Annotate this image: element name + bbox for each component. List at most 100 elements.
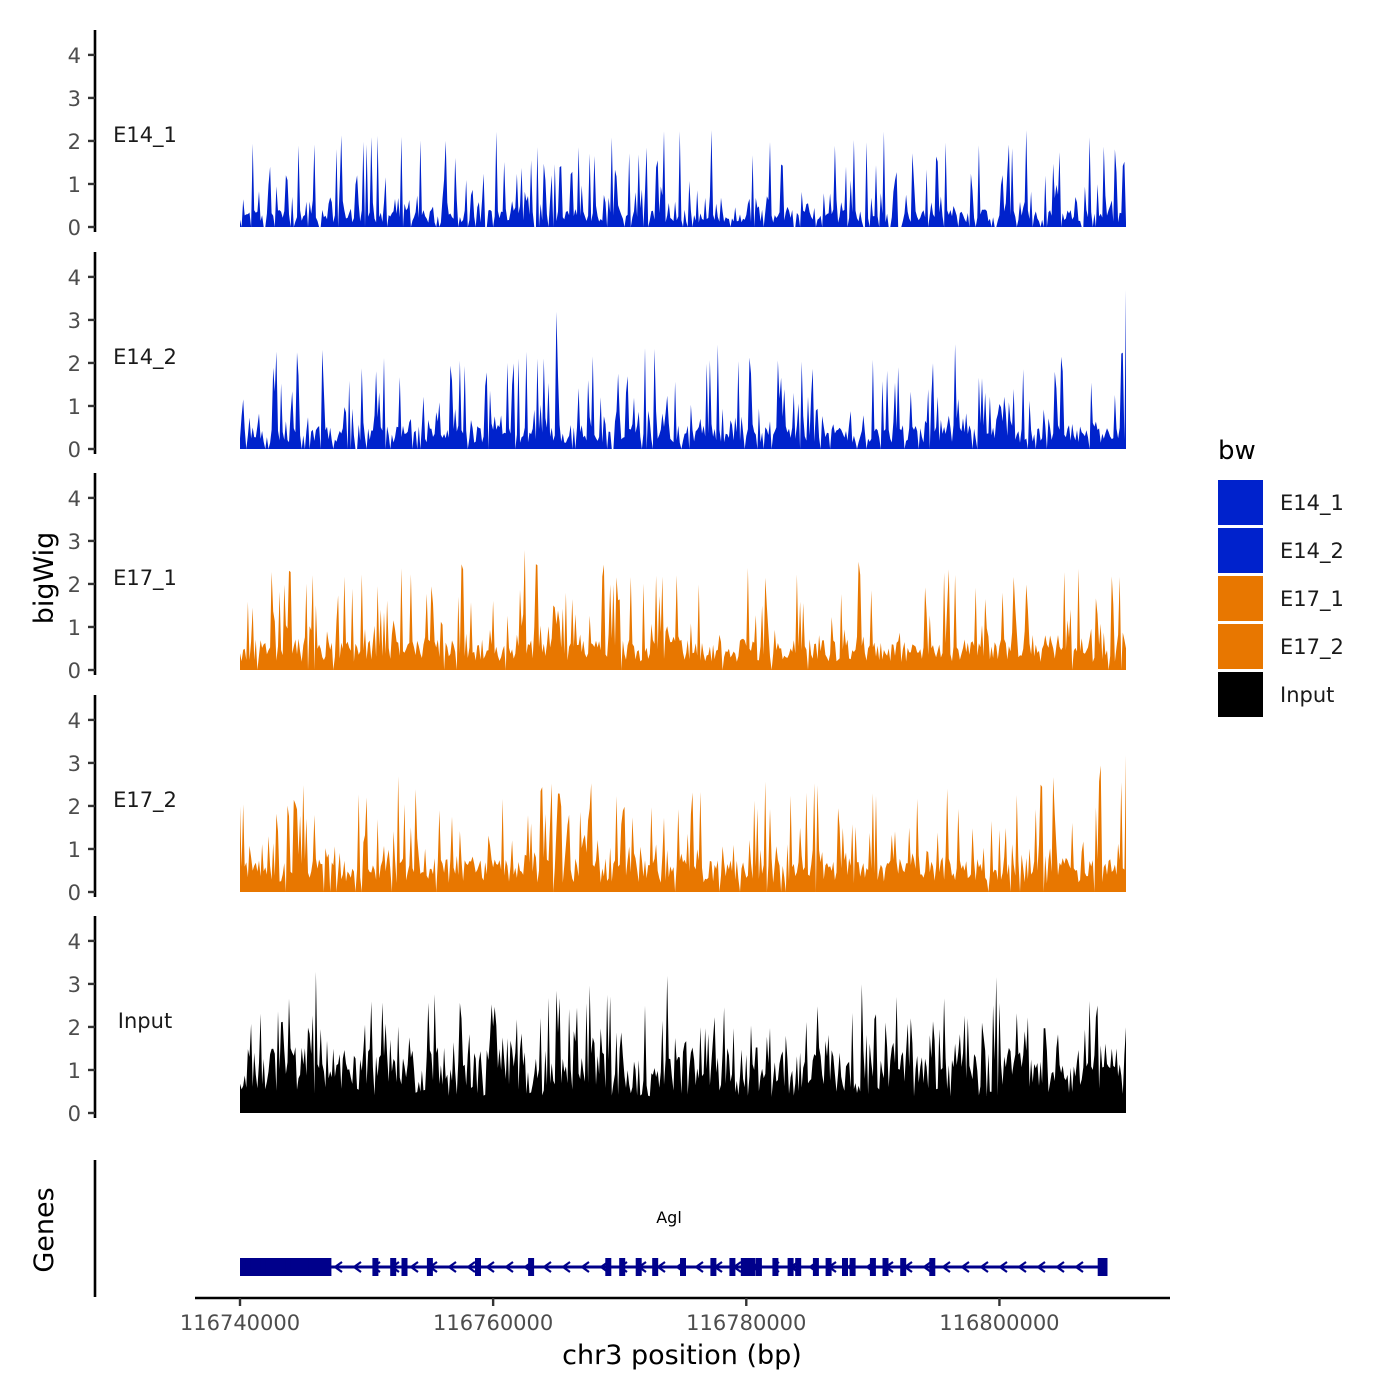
y-tick-label: 1 [68, 173, 81, 197]
gene-exon [401, 1258, 408, 1276]
strand-arrow [941, 1261, 951, 1273]
gene-exon [812, 1258, 819, 1276]
strand-arrow [333, 1261, 343, 1273]
track-e17_2: 0 1 2 3 4 E17_2 [68, 695, 1126, 905]
gene-exon [755, 1258, 762, 1276]
strand-arrow [466, 1261, 476, 1273]
y-tick-label: 3 [68, 309, 81, 333]
legend-label-e14_2: E14_2 [1280, 539, 1344, 564]
gene-exon [740, 1258, 747, 1276]
track-label: Input [118, 1009, 172, 1033]
gene-exon [475, 1258, 481, 1276]
x-tick-label: 116800000 [939, 1311, 1059, 1335]
x-axis-title: chr3 position (bp) [562, 1340, 802, 1371]
strand-arrow [409, 1261, 419, 1273]
legend-swatch-input [1218, 672, 1263, 717]
gene-exon [929, 1258, 936, 1276]
gene-exon [825, 1258, 832, 1276]
legend-title: bw [1218, 436, 1256, 466]
gene-name-label: Agl [656, 1208, 682, 1227]
strand-arrow [1017, 1261, 1027, 1273]
track-e17_1: 0 1 2 3 4 E17_1 [68, 473, 1126, 683]
y-tick-label: 2 [68, 352, 81, 376]
gene-exon [849, 1258, 856, 1276]
gene-exon [528, 1258, 535, 1276]
y-tick-label: 4 [68, 709, 81, 733]
y-axis-title: bigWig [29, 532, 60, 625]
track-label: E14_2 [113, 345, 177, 370]
y-tick-label: 3 [68, 87, 81, 111]
gene-exon [745, 1258, 752, 1276]
y-tick-label: 4 [68, 487, 81, 511]
gene-exon [772, 1258, 779, 1276]
track-label: E17_1 [113, 566, 177, 591]
gene-exon [635, 1258, 642, 1276]
y-tick-label: 2 [68, 795, 81, 819]
y-tick-label: 2 [68, 1016, 81, 1040]
y-tick-label: 4 [68, 266, 81, 290]
legend-label-e17_2: E17_2 [1280, 635, 1344, 660]
strand-arrow [922, 1261, 932, 1273]
x-axis: 116740000 116760000 116780000 116800000 [180, 1296, 1170, 1335]
x-tick-label: 116760000 [433, 1311, 553, 1335]
y-tick-label: 0 [68, 881, 81, 905]
gene-exon [729, 1258, 736, 1276]
strand-arrow [485, 1261, 495, 1273]
track-label: E17_2 [113, 788, 177, 813]
strand-arrow [960, 1261, 970, 1273]
bigwig-tracks: 0 1 2 3 4 E14_1 0 1 2 3 4 E14_2 0 1 2 3 4 E17_1 0 1 2 3 4 E17_2… [68, 30, 1126, 1126]
gene-exon [710, 1258, 717, 1276]
track-input: 0 1 2 3 4 Input [68, 916, 1126, 1126]
y-tick-label: 0 [68, 216, 81, 240]
strand-arrow [580, 1261, 590, 1273]
x-tick-label: 116780000 [686, 1311, 806, 1335]
track-e14_2: 0 1 2 3 4 E14_2 [68, 252, 1126, 462]
gene-exon [426, 1258, 433, 1276]
y-tick-label: 4 [68, 930, 81, 954]
y-tick-label: 3 [68, 752, 81, 776]
y-tick-label: 3 [68, 973, 81, 997]
gene-exon [787, 1258, 794, 1276]
y-tick-label: 2 [68, 573, 81, 597]
gene-exon [680, 1258, 686, 1276]
y-tick-label: 1 [68, 395, 81, 419]
y-tick-label: 3 [68, 530, 81, 554]
gene-exon [390, 1258, 397, 1276]
y-tick-label: 0 [68, 438, 81, 462]
legend: bw E14_1 E14_2 E17_1 E17_2 Input [1218, 436, 1344, 717]
strand-arrow [979, 1261, 989, 1273]
legend-swatch-e17_1 [1218, 576, 1263, 621]
gene-exon [652, 1258, 659, 1276]
y-tick-label: 1 [68, 838, 81, 862]
strand-arrow [1055, 1261, 1065, 1273]
legend-swatch-e14_2 [1218, 528, 1263, 573]
track-label: E14_1 [113, 123, 177, 148]
track-e14_1: 0 1 2 3 4 E14_1 [68, 30, 1126, 240]
signal-area-e17_2 [240, 755, 1126, 892]
legend-swatch-e14_1 [1218, 480, 1263, 525]
genes-track-title: Genes [29, 1187, 60, 1272]
strand-arrow [542, 1261, 552, 1273]
signal-area-input [240, 971, 1126, 1113]
y-tick-label: 2 [68, 130, 81, 154]
gene-exon [372, 1258, 379, 1276]
strand-arrow [1036, 1261, 1046, 1273]
legend-label-e17_1: E17_1 [1280, 587, 1344, 612]
strand-arrow [1074, 1261, 1084, 1273]
y-tick-label: 1 [68, 616, 81, 640]
strand-arrow [447, 1261, 457, 1273]
strand-arrow [561, 1261, 571, 1273]
gene-exon [842, 1258, 848, 1276]
legend-swatch-e17_2 [1218, 624, 1263, 669]
gene-exon [619, 1258, 626, 1276]
y-tick-label: 0 [68, 1102, 81, 1126]
signal-area-e14_2 [240, 290, 1126, 449]
gene-exon [605, 1258, 612, 1276]
gene-exon [795, 1258, 802, 1276]
gene-exon [882, 1258, 889, 1276]
y-tick-label: 0 [68, 659, 81, 683]
x-tick-label: 116740000 [180, 1311, 300, 1335]
signal-area-e17_1 [240, 550, 1126, 670]
strand-arrow [694, 1261, 704, 1273]
